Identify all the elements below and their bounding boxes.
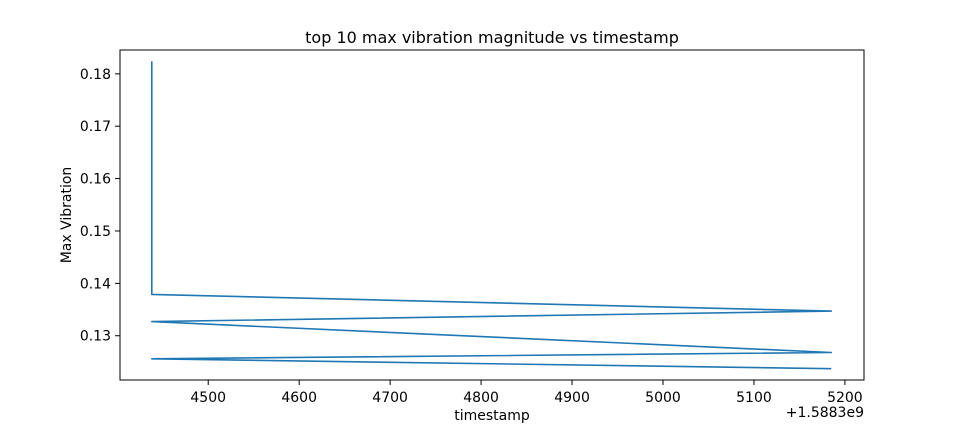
plot-frame (119, 49, 865, 381)
y-tick-label: 0.14 (80, 276, 111, 292)
x-tick-label: 4800 (463, 390, 499, 406)
chart-title: top 10 max vibration magnitude vs timest… (305, 28, 679, 47)
y-axis-label: Max Vibration (59, 167, 75, 264)
series-layer (151, 61, 833, 370)
x-tick-label: 4900 (554, 390, 590, 406)
axes-layer: 4500 4600 4700 4800 4900 5000 5100 5200 0.13 0.14… (80, 67, 863, 406)
x-tick-label: 4600 (281, 390, 317, 406)
x-tick-label: 5200 (827, 390, 863, 406)
x-axis-label: timestamp (454, 408, 530, 424)
x-tick-label: 5000 (645, 390, 681, 406)
y-tick-label: 0.15 (80, 224, 111, 240)
y-tick-label: 0.16 (80, 172, 111, 188)
x-tick-label: 5100 (736, 390, 772, 406)
y-tick-label: 0.17 (80, 119, 111, 135)
y-tick-label: 0.13 (80, 329, 111, 345)
x-tick-label: 4500 (190, 390, 226, 406)
series-line (151, 61, 833, 370)
y-tick-label: 0.18 (80, 67, 111, 83)
x-tick-label: 4700 (372, 390, 408, 406)
x-axis-offset-label: +1.5883e9 (786, 405, 864, 421)
